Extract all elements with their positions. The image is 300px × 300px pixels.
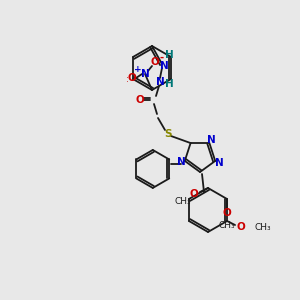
Text: N: N <box>207 135 216 145</box>
Text: N: N <box>215 158 224 168</box>
Text: +: + <box>134 65 142 74</box>
Text: S: S <box>164 129 172 139</box>
Text: N: N <box>177 157 186 167</box>
Text: :: : <box>126 76 128 85</box>
Text: -: - <box>160 53 164 63</box>
Text: N: N <box>141 69 149 79</box>
Text: O: O <box>128 73 136 83</box>
Text: O: O <box>237 222 245 232</box>
Text: O: O <box>151 57 159 67</box>
Text: CH₃: CH₃ <box>175 197 191 206</box>
Text: H: H <box>165 50 173 60</box>
Text: O: O <box>190 189 198 199</box>
Text: CH₃: CH₃ <box>254 223 271 232</box>
Text: N: N <box>160 61 168 71</box>
Text: N: N <box>156 77 164 87</box>
Text: CH₃: CH₃ <box>219 220 236 230</box>
Text: O: O <box>136 95 144 105</box>
Text: O: O <box>223 208 231 218</box>
Text: H: H <box>165 79 173 89</box>
